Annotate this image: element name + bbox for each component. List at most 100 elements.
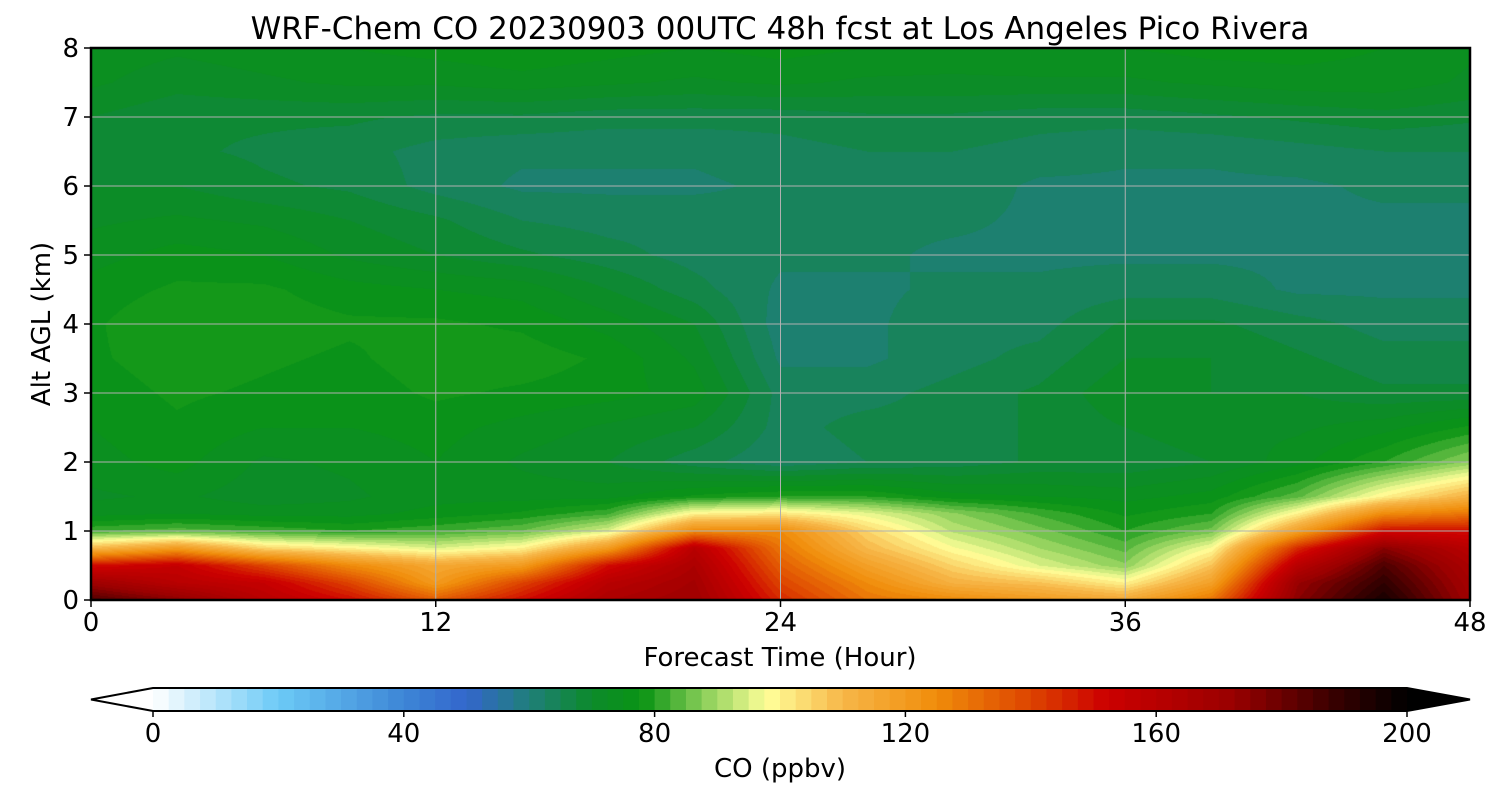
colorbar-segment xyxy=(717,688,734,711)
colorbar-segment xyxy=(231,688,248,711)
grid-lines xyxy=(91,48,1470,600)
colorbar-segment xyxy=(732,688,750,711)
colorbar-tick-label: 120 xyxy=(881,719,931,749)
colorbar-segment xyxy=(1234,688,1251,711)
colorbar-segment xyxy=(858,688,875,711)
colorbar-segment xyxy=(513,688,530,711)
colorbar-segment xyxy=(184,688,201,711)
x-tick-label: 48 xyxy=(1453,608,1486,638)
colorbar-segment xyxy=(372,688,389,711)
colorbar-segment xyxy=(153,688,170,711)
colorbar-segment xyxy=(1359,688,1377,711)
colorbar-max-extend xyxy=(1407,688,1470,711)
colorbar-min-extend xyxy=(91,688,153,711)
x-axis-label: Forecast Time (Hour) xyxy=(643,643,916,673)
colorbar-segment xyxy=(215,688,232,711)
colorbar-tick-label: 40 xyxy=(387,719,420,749)
colorbar-segment xyxy=(764,688,781,711)
colorbar-segment xyxy=(1156,688,1173,711)
colorbar-segment xyxy=(936,688,954,711)
colorbar-segment xyxy=(1140,688,1157,711)
colorbar-segment xyxy=(795,688,812,711)
colorbar-segment xyxy=(1344,688,1361,711)
colorbar-segment xyxy=(638,688,656,711)
colorbar-segment xyxy=(1375,688,1392,711)
colorbar-segment xyxy=(278,688,295,711)
colorbar-segment xyxy=(435,688,452,711)
colorbar-tick-label: 0 xyxy=(145,719,162,749)
colorbar-segment xyxy=(309,688,327,711)
colorbar-segment xyxy=(968,688,985,711)
y-tick-label: 3 xyxy=(62,379,79,409)
colorbar-segment xyxy=(623,688,640,711)
colorbar-segment xyxy=(497,688,515,711)
y-axis-label: Alt AGL (km) xyxy=(27,242,57,406)
colorbar-segment xyxy=(1062,688,1079,711)
colorbar-segment xyxy=(1187,688,1204,711)
colorbar-segment xyxy=(560,688,577,711)
colorbar-segment xyxy=(1281,688,1298,711)
y-tick-label: 4 xyxy=(62,310,79,340)
colorbar xyxy=(90,687,1471,712)
colorbar-segment xyxy=(482,688,499,711)
colorbar-segment xyxy=(403,688,421,711)
colorbar-segment xyxy=(999,688,1016,711)
colorbar-segment xyxy=(294,688,311,711)
x-tick-label: 0 xyxy=(83,608,100,638)
colorbar-tick-label: 160 xyxy=(1131,719,1181,749)
colorbar-segment xyxy=(1391,688,1408,711)
colorbar-segment xyxy=(1093,688,1110,711)
colorbar-segment xyxy=(670,688,687,711)
colorbar-segment xyxy=(262,688,279,711)
colorbar-segment xyxy=(874,688,891,711)
colorbar-segment xyxy=(811,688,828,711)
colorbar-segment xyxy=(842,688,859,711)
colorbar-tick-label: 80 xyxy=(638,719,671,749)
colorbar-segment xyxy=(200,688,217,711)
colorbar-segment xyxy=(325,688,342,711)
colorbar-segment xyxy=(247,688,264,711)
colorbar-segment xyxy=(388,688,405,711)
y-tick-label: 2 xyxy=(62,448,79,478)
colorbar-segment xyxy=(1077,688,1095,711)
colorbar-segment xyxy=(450,688,468,711)
colorbar-segment xyxy=(748,688,765,711)
colorbar-segment xyxy=(1030,688,1048,711)
x-tick-label: 24 xyxy=(764,608,797,638)
colorbar-segment xyxy=(529,688,546,711)
y-tick-label: 5 xyxy=(62,241,79,271)
colorbar-segment xyxy=(576,688,593,711)
colorbar-segment xyxy=(607,688,624,711)
y-tick-label: 7 xyxy=(62,103,79,133)
colorbar-segment xyxy=(1265,688,1283,711)
colorbar-segment xyxy=(1109,688,1126,711)
colorbar-segment xyxy=(544,688,562,711)
colorbar-segment xyxy=(921,688,938,711)
x-axis-ticks: 0 12 24 36 48 xyxy=(83,600,1487,638)
colorbar-segment xyxy=(466,688,483,711)
colorbar-segment xyxy=(1124,688,1142,711)
colorbar-segment xyxy=(905,688,922,711)
y-tick-label: 6 xyxy=(62,172,79,202)
colorbar-segment xyxy=(1203,688,1220,711)
y-tick-label: 8 xyxy=(62,34,79,64)
colorbar-segment xyxy=(168,688,185,711)
chart-title: WRF-Chem CO 20230903 00UTC 48h fcst at L… xyxy=(251,11,1310,47)
colorbar-segment xyxy=(341,688,358,711)
colorbar-segment xyxy=(685,688,703,711)
y-tick-label: 1 xyxy=(62,517,79,547)
colorbar-segment xyxy=(1015,688,1032,711)
colorbar-segment xyxy=(591,688,609,711)
colorbar-segment xyxy=(952,688,969,711)
colorbar-segment xyxy=(356,688,374,711)
y-tick-label: 0 xyxy=(62,586,79,616)
colorbar-segment xyxy=(1297,688,1314,711)
colorbar-segment xyxy=(780,688,797,711)
colorbar-segment xyxy=(419,688,436,711)
colorbar-segment xyxy=(1312,688,1330,711)
colorbar-segment xyxy=(889,688,906,711)
x-tick-label: 12 xyxy=(419,608,452,638)
colorbar-tick-label: 200 xyxy=(1382,719,1432,749)
colorbar-segment xyxy=(1250,688,1267,711)
